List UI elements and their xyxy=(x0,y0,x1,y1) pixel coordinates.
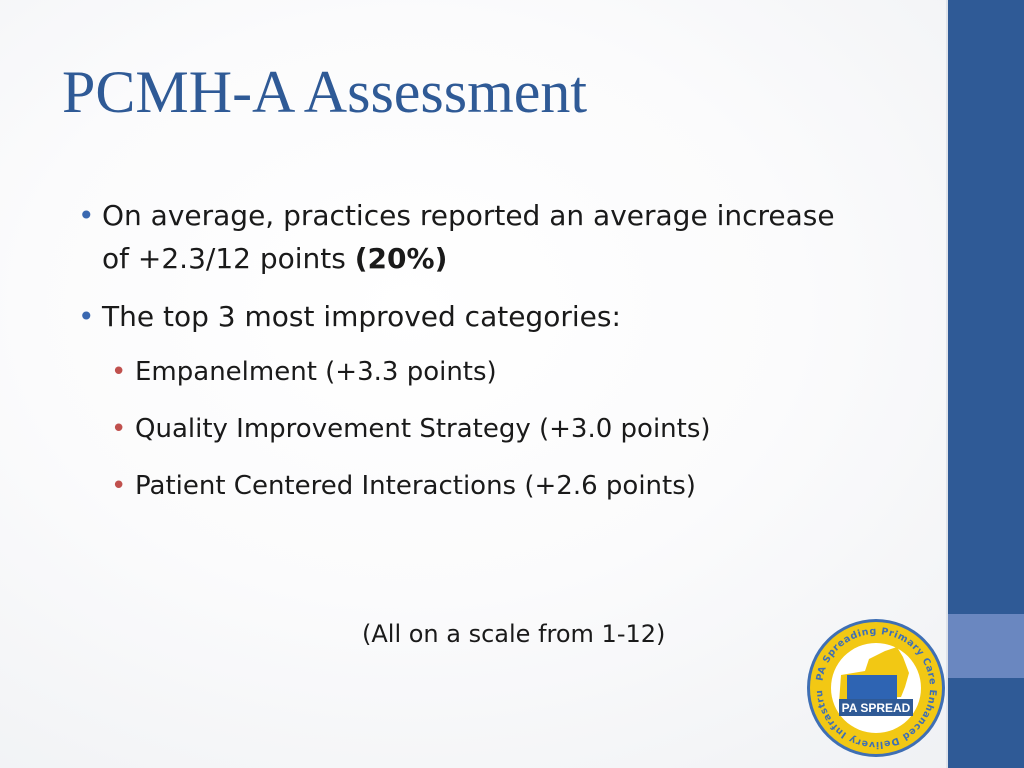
subbullet-quality-improvement: • Quality Improvement Strategy (+3.0 poin… xyxy=(78,410,858,448)
scale-note: (All on a scale from 1-12) xyxy=(362,620,666,648)
logo-banner-text: PA SPREAD xyxy=(842,701,911,715)
percent-emphasis: (20%) xyxy=(354,242,448,275)
subbullet-empanelment: • Empanelment (+3.3 points) xyxy=(78,353,858,391)
sidebar-divider xyxy=(946,0,948,768)
subbullet-dot-icon: • xyxy=(111,414,127,444)
bullet-dot-icon: • xyxy=(78,300,95,333)
slide-title: PCMH-A Assessment xyxy=(62,59,588,125)
bullet-average-increase: • On average, practices reported an avera… xyxy=(78,194,858,280)
pennsylvania-map-shape xyxy=(847,675,897,701)
subbullet-dot-icon: • xyxy=(111,471,127,501)
sidebar-accent-block xyxy=(948,614,1024,678)
bullet-text: On average, practices reported an averag… xyxy=(102,199,835,275)
subbullet-text: Patient Centered Interactions (+2.6 poin… xyxy=(135,471,696,501)
logo-banner xyxy=(839,699,913,716)
bullet-text: The top 3 most improved categories: xyxy=(102,300,621,333)
bullet-dot-icon: • xyxy=(78,199,95,232)
bullet-list: • On average, practices reported an avera… xyxy=(78,194,858,524)
subbullet-patient-centered: • Patient Centered Interactions (+2.6 poi… xyxy=(78,467,858,505)
pa-spread-logo: PA Spreading Primary Care Enhanced Deliv… xyxy=(805,617,945,757)
subbullet-text: Empanelment (+3.3 points) xyxy=(135,357,497,387)
subbullet-dot-icon: • xyxy=(111,357,127,387)
bullet-top-categories: • The top 3 most improved categories: xyxy=(78,295,858,338)
subbullet-text: Quality Improvement Strategy (+3.0 point… xyxy=(135,414,711,444)
